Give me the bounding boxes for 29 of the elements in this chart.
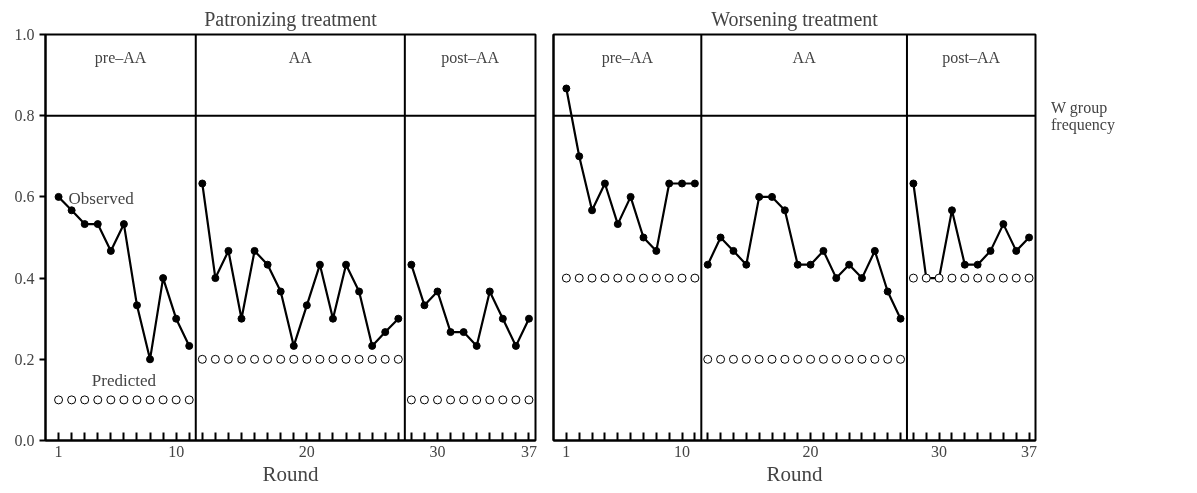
y-tick-label: 0.6 <box>14 188 35 206</box>
chart-title: Worsening treatment <box>711 7 879 31</box>
x-tick-label: 10 <box>168 442 185 460</box>
x-tick-label: 1 <box>54 442 63 460</box>
x-tick-label: 30 <box>429 442 446 460</box>
annotation: pre–AA <box>94 48 147 67</box>
x-axis-title: Round <box>262 461 319 486</box>
annotation: AA <box>792 48 817 66</box>
x-tick-label: 30 <box>931 442 948 460</box>
y-tick-label: 0.2 <box>14 350 35 368</box>
annotation: post–AA <box>441 48 500 67</box>
x-tick-label: 37 <box>520 442 537 460</box>
y-tick-label: 1.0 <box>14 26 35 43</box>
y-tick-label: 0.0 <box>14 432 35 449</box>
x-tick-label: 10 <box>674 442 691 460</box>
annotation: pre–AA <box>601 48 654 67</box>
annotation: AA <box>288 48 313 66</box>
y-tick-label: 0.4 <box>14 269 35 287</box>
series-label: Predicted <box>91 370 157 390</box>
series-label: Observed <box>68 189 135 209</box>
x-tick-label: 20 <box>298 442 315 460</box>
x-tick-label: 37 <box>1021 442 1038 460</box>
x-axis-title: Round <box>766 461 823 486</box>
annotation: post–AA <box>942 48 1001 67</box>
y-tick-label: 0.8 <box>14 107 35 125</box>
x-tick-label: 20 <box>802 442 819 460</box>
x-tick-label: 1 <box>562 442 571 460</box>
ref-line-label: W group frequency <box>1051 99 1115 135</box>
chart-title: Patronizing treatment <box>204 7 378 31</box>
